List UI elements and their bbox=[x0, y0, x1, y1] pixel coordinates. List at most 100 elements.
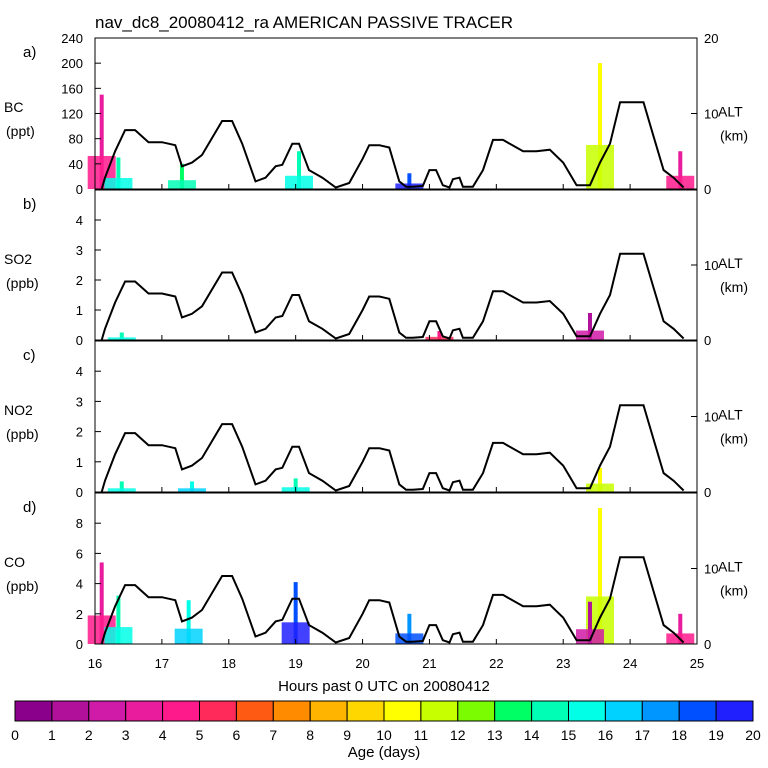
tracer-peak bbox=[587, 313, 592, 340]
tracer-fill bbox=[575, 629, 604, 644]
colorbar-bin bbox=[51, 700, 90, 722]
panel-frame bbox=[94, 340, 698, 493]
colorbar-tick-label: 16 bbox=[598, 727, 614, 743]
x-tick-label: 22 bbox=[489, 656, 503, 671]
tracer-fill bbox=[107, 337, 136, 340]
tracer-fill bbox=[666, 175, 695, 189]
tracer-peak bbox=[297, 151, 302, 189]
tracer-fill bbox=[104, 177, 133, 189]
colorbar-bin bbox=[568, 700, 606, 722]
colorbar-bin bbox=[14, 700, 53, 722]
colorbar-tick-label: 10 bbox=[376, 727, 392, 743]
tracer-peak bbox=[407, 173, 412, 189]
tracer-peak bbox=[189, 481, 194, 492]
x-axis: 16 17 18 19 20 21 22 23 24 25 bbox=[88, 656, 704, 671]
y2-axis-unit: (km) bbox=[720, 128, 748, 144]
altitude-line bbox=[100, 556, 685, 645]
panel-label: d) bbox=[23, 499, 36, 516]
y2-tick-label: 10 bbox=[704, 562, 718, 577]
tracer-peak bbox=[119, 332, 124, 340]
y-tick-label: 6 bbox=[76, 546, 83, 561]
x-tick-label: 20 bbox=[355, 656, 369, 671]
y-tick-label: 0 bbox=[76, 333, 83, 348]
y-tick-label: 200 bbox=[61, 56, 83, 71]
colorbar-tick-label: 1 bbox=[48, 727, 56, 743]
y2-axis-unit: (km) bbox=[720, 583, 748, 599]
y-axis-label: BC bbox=[4, 99, 23, 115]
y-tick-label: 3 bbox=[76, 243, 83, 258]
tracer-fill bbox=[107, 488, 136, 492]
colorbar-bin bbox=[88, 700, 127, 722]
tracer-peak bbox=[407, 613, 412, 644]
tracer-peak bbox=[437, 331, 442, 340]
y2-tick-label: 0 bbox=[704, 182, 711, 197]
colorbar-bin bbox=[494, 700, 533, 722]
tracer-peak bbox=[99, 562, 104, 644]
y-tick-label: 80 bbox=[69, 132, 83, 147]
y-tick-label: 0 bbox=[76, 182, 83, 197]
y-axis-unit: (ppt) bbox=[6, 123, 35, 139]
colorbar-tick-label: 6 bbox=[233, 727, 241, 743]
tracer-peak bbox=[678, 613, 683, 644]
x-tick-label: 19 bbox=[288, 656, 302, 671]
tracer-peak bbox=[293, 582, 298, 644]
colorbar-tick-label: 20 bbox=[745, 727, 761, 743]
tracer-peak bbox=[293, 478, 298, 492]
tracer-plumes bbox=[87, 63, 695, 189]
x-axis-label: Hours past 0 UTC on 20080412 bbox=[278, 678, 490, 695]
tracer-fill bbox=[174, 628, 203, 644]
colorbar-bin bbox=[125, 700, 164, 722]
colorbar-tick-label: 19 bbox=[708, 727, 724, 743]
y2-tick-label: 10 bbox=[704, 107, 718, 122]
colorbar-tick-label: 11 bbox=[414, 727, 429, 743]
y2-tick-label: 0 bbox=[704, 637, 711, 652]
altitude-line bbox=[100, 101, 685, 190]
y-tick-label: 1 bbox=[76, 303, 83, 318]
y2-axis-unit: (km) bbox=[720, 431, 748, 447]
panel-label: a) bbox=[23, 44, 36, 61]
y-axis-unit: (ppb) bbox=[6, 426, 39, 442]
tracer-peak bbox=[116, 595, 121, 644]
y2-axis-label: ALT bbox=[718, 407, 743, 423]
colorbar-bin bbox=[199, 700, 237, 722]
y-tick-label: 1 bbox=[76, 455, 83, 470]
tracer-fill bbox=[395, 633, 424, 644]
colorbar-tick-label: 9 bbox=[343, 727, 351, 743]
colorbar-tick-label: 8 bbox=[306, 727, 314, 743]
colorbar-bin bbox=[531, 700, 569, 722]
colorbar-bin bbox=[162, 700, 201, 722]
panel-frame bbox=[94, 189, 698, 341]
y-tick-label: 4 bbox=[76, 364, 83, 379]
colorbar-tick-label: 5 bbox=[196, 727, 204, 743]
y2-tick-label: 10 bbox=[704, 258, 718, 273]
colorbar-bin bbox=[309, 700, 348, 722]
tracer-plumes bbox=[87, 508, 695, 644]
colorbar-tick-label: 0 bbox=[11, 727, 19, 743]
y-tick-label: 40 bbox=[69, 157, 83, 172]
colorbar-bin bbox=[715, 700, 754, 722]
y-tick-label: 2 bbox=[76, 273, 83, 288]
tracer-fill bbox=[177, 488, 206, 492]
colorbar: 0 1 2 3 4 5 6 7 8 9 10 11 12 13 14 15 16 17 18 19 20 bbox=[11, 700, 761, 743]
y-tick-label: 4 bbox=[76, 213, 83, 228]
y-tick-label: 3 bbox=[76, 394, 83, 409]
tracer-peak bbox=[598, 63, 603, 189]
colorbar-bin bbox=[420, 700, 459, 722]
x-tick-label: 24 bbox=[623, 656, 637, 671]
y-tick-label: 2 bbox=[76, 425, 83, 440]
y2-axis-label: ALT bbox=[718, 104, 743, 120]
tracer-peak bbox=[678, 151, 683, 189]
y-tick-label: 160 bbox=[61, 81, 83, 96]
y-axis-label: NO2 bbox=[4, 402, 33, 418]
colorbar-tick-label: 7 bbox=[269, 727, 277, 743]
tracer-fill bbox=[167, 180, 196, 189]
colorbar-bin bbox=[235, 700, 274, 722]
colorbar-bin bbox=[641, 700, 680, 722]
colorbar-tick-label: 13 bbox=[487, 727, 503, 743]
tracer-peak bbox=[598, 467, 603, 492]
y2-axis-unit: (km) bbox=[720, 279, 748, 295]
altitude-line bbox=[100, 404, 685, 493]
colorbar-tick-label: 2 bbox=[85, 727, 93, 743]
tracer-plumes bbox=[107, 467, 615, 492]
